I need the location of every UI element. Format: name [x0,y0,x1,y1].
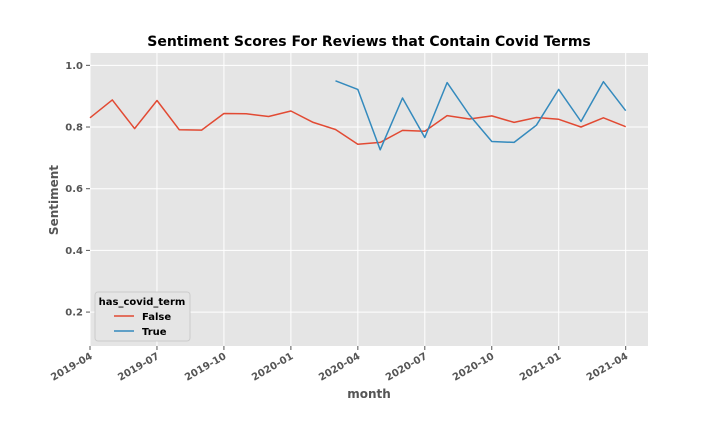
series-layer [89,80,627,151]
y-tick-labels: 0.2 0.4 0.6 0.8 1.0 [65,61,83,319]
y-tick-label: 0.6 [65,184,83,195]
legend-label-false: False [142,312,171,323]
y-tick-label: 1.0 [65,61,83,72]
x-tick-label: 2020-01 [250,351,295,383]
x-tick-label: 2019-10 [183,351,228,383]
series-line-false [89,99,626,146]
x-tick-label: 2020-04 [317,351,362,383]
legend-label-true: True [142,327,167,338]
chart-title: Sentiment Scores For Reviews that Contai… [147,34,591,50]
y-tick-label: 0.4 [65,246,83,257]
x-tick-labels: 2019-04 2019-07 2019-10 2020-01 2020-04 2020-… [49,351,630,383]
x-tick-label: 2020-07 [384,351,429,383]
x-tick-label: 2021-01 [518,351,563,383]
series-line-true [335,80,627,151]
legend-title: has_covid_term [99,297,186,308]
x-tick-label: 2019-07 [116,351,161,383]
legend: has_covid_term False True [94,291,191,342]
y-tick-label: 0.8 [65,123,83,134]
grid-lines [86,53,648,350]
y-axis-label: Sentiment [47,165,61,235]
x-axis-label: month [347,387,391,401]
x-tick-label: 2020-10 [451,351,496,383]
legend-box [94,291,191,342]
x-tick-label: 2019-04 [49,351,94,383]
x-tick-label: 2021-04 [585,351,630,383]
y-tick-label: 0.2 [65,308,83,319]
